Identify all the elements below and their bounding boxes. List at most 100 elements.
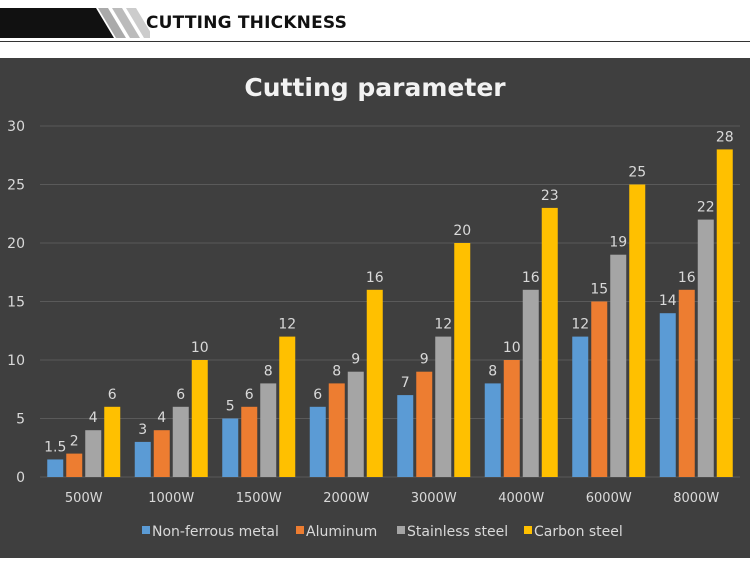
bar-value-label: 9 <box>420 352 429 368</box>
bar-value-label: 9 <box>351 352 360 368</box>
bar <box>397 395 414 477</box>
x-tick-label: 8000W <box>673 491 719 506</box>
x-tick-label: 1000W <box>148 491 194 506</box>
bar <box>366 289 383 477</box>
header-divider <box>0 41 750 42</box>
bar <box>522 289 539 477</box>
bar <box>697 219 714 477</box>
bar-value-label: 6 <box>176 387 185 403</box>
bar <box>503 360 520 477</box>
chart-title: Cutting parameter <box>244 73 506 102</box>
bar <box>241 406 258 477</box>
x-tick-label: 1500W <box>236 491 282 506</box>
data-labels: 1.5 2463461056812689167912208101623121519… <box>44 129 734 455</box>
bar-value-label: 2 <box>70 434 79 450</box>
bar-value-label: 6 <box>245 387 254 403</box>
bar <box>610 254 627 477</box>
bar <box>153 430 170 477</box>
bar-value-label: 25 <box>628 165 646 181</box>
header-stripe-graphic <box>0 8 150 38</box>
bar-value-label: 16 <box>678 270 696 286</box>
bar-value-label: 4 <box>157 410 166 426</box>
bar <box>347 371 364 477</box>
bar-value-label: 4 <box>89 410 98 426</box>
x-tick-label: 3000W <box>411 491 457 506</box>
bar-value-label: 10 <box>191 340 209 356</box>
y-tick-label: 0 <box>16 470 25 486</box>
header-stripe-3 <box>126 8 150 38</box>
legend-label: Aluminum <box>306 524 377 540</box>
bar-value-label: 15 <box>590 282 608 298</box>
bar-value-label: 10 <box>503 340 521 356</box>
y-axis-ticks: 0 5 10 15 20 25 30 <box>7 119 25 486</box>
bar-value-label: 19 <box>609 235 627 251</box>
x-tick-label: 4000W <box>498 491 544 506</box>
bar-value-label: 6 <box>108 387 117 403</box>
bar-value-label: 14 <box>659 293 677 309</box>
legend-swatch <box>296 526 304 534</box>
bar-value-label: 8 <box>264 363 273 379</box>
x-tick-label: 2000W <box>323 491 369 506</box>
bar <box>309 406 326 477</box>
bar-value-label: 12 <box>278 317 296 333</box>
bar <box>716 149 733 477</box>
bar <box>134 441 151 477</box>
bar <box>172 406 189 477</box>
bar-value-label: 6 <box>313 387 322 403</box>
header-stripe-1 <box>98 8 126 38</box>
bar <box>484 383 501 477</box>
bar-value-label: 3 <box>138 422 147 438</box>
bar <box>66 453 83 477</box>
header-stripe-2 <box>112 8 140 38</box>
bar-value-label: 28 <box>716 129 734 145</box>
legend-swatch <box>142 526 150 534</box>
bar <box>572 336 589 477</box>
bar <box>279 336 296 477</box>
bar <box>591 301 608 477</box>
y-tick-label: 15 <box>7 295 25 311</box>
legend-label: Non-ferrous metal <box>152 524 279 540</box>
bar-value-label: 16 <box>366 270 384 286</box>
bar <box>47 459 64 477</box>
bar <box>435 336 452 477</box>
page-header: CUTTING THICKNESS <box>0 0 750 58</box>
bar <box>260 383 277 477</box>
bar-value-label: 5 <box>226 399 235 415</box>
y-tick-label: 25 <box>7 178 25 194</box>
bar <box>222 418 239 477</box>
bar <box>678 289 695 477</box>
legend-label: Carbon steel <box>534 524 623 540</box>
bar <box>454 243 471 477</box>
y-tick-label: 10 <box>7 353 25 369</box>
bar-value-label: 16 <box>522 270 540 286</box>
bar <box>659 313 676 477</box>
x-axis-ticks: 500W 1000W 1500W 2000W 3000W 4000W 6000W 8000W <box>65 491 719 506</box>
bar <box>328 383 345 477</box>
y-tick-label: 5 <box>16 412 25 428</box>
x-tick-label: 6000W <box>586 491 632 506</box>
bar-value-label: 8 <box>488 363 497 379</box>
bar <box>629 184 646 477</box>
legend-swatch <box>524 526 532 534</box>
bar-value-label: 12 <box>571 317 589 333</box>
bar-value-label: 7 <box>401 375 410 391</box>
bar-value-label: 20 <box>453 223 471 239</box>
bar <box>104 406 121 477</box>
legend-swatch <box>397 526 405 534</box>
x-tick-label: 500W <box>65 491 103 506</box>
bar <box>416 371 433 477</box>
legend-label: Stainless steel <box>407 524 508 540</box>
chart-panel: Cutting parameter 0 5 10 15 20 25 30 1.5 2 4 6 3 4 6… <box>0 58 750 558</box>
y-tick-label: 30 <box>7 119 25 135</box>
page-title: CUTTING THICKNESS <box>146 13 348 33</box>
legend: Non-ferrous metal Aluminum Stainless steel… <box>142 524 623 540</box>
bar <box>85 430 102 477</box>
bar <box>541 207 558 477</box>
bars <box>47 149 733 477</box>
y-tick-label: 20 <box>7 236 25 252</box>
bar-value-label: 12 <box>434 317 452 333</box>
bar-value-label: 23 <box>541 188 559 204</box>
bar-value-label: 1.5 <box>44 439 66 455</box>
bar <box>191 360 208 477</box>
